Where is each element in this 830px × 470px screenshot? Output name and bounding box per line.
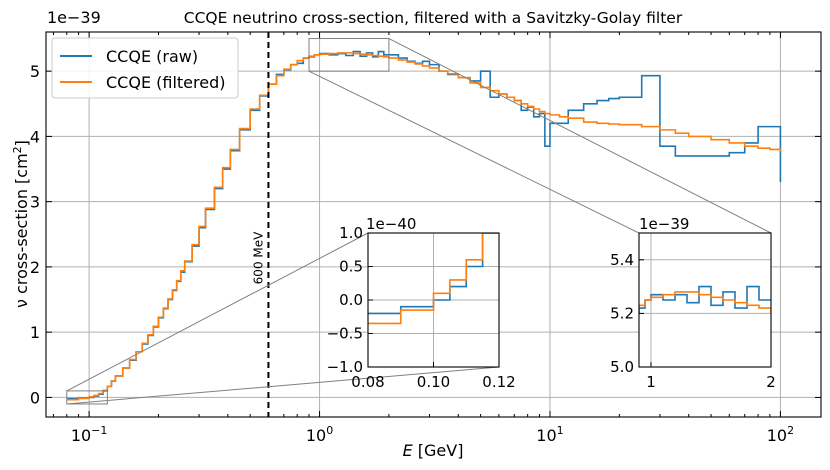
x-tick-label-1: 100 bbox=[306, 424, 333, 445]
low-energy-zoom-x-tick-label-0: 0.08 bbox=[351, 373, 384, 391]
vline-group: 600 MeV bbox=[251, 32, 270, 417]
vline-label: 600 MeV bbox=[251, 231, 265, 284]
low-energy-zoom-y-tick-label-3: 0.5 bbox=[339, 258, 363, 276]
inset-peak-frame bbox=[638, 232, 772, 368]
y-tick-label-0: 0 bbox=[30, 388, 40, 407]
peak-zoom-connector-top bbox=[388, 38, 772, 234]
x-tick-label-2: 101 bbox=[536, 424, 563, 445]
inset-low-energy-offset: 1e−40 bbox=[366, 215, 416, 233]
low-energy-zoom-content bbox=[368, 233, 499, 325]
low-energy-zoom-y-tick-label-0: −1.0 bbox=[327, 358, 363, 376]
x-tick-label-0: 10−1 bbox=[71, 424, 108, 445]
low-energy-zoom-connector-bottom bbox=[66, 366, 500, 405]
peak-zoom-source-box bbox=[308, 38, 390, 72]
low-energy-zoom-y-tick-label-4: 1.0 bbox=[339, 224, 363, 242]
y-tick-label-3: 3 bbox=[30, 193, 40, 212]
y-axis-label: ν cross-section [cm2] bbox=[11, 140, 31, 308]
x-axis-label: E [GeV] bbox=[403, 441, 464, 460]
peak-zoom-y-tick-label-0: 5.0 bbox=[610, 358, 634, 376]
peak-zoom-y-tick-label-2: 5.4 bbox=[610, 251, 634, 269]
inset-peak: 1 2 5.0 5.2 5.4 1e−39 bbox=[610, 215, 776, 391]
y-tick-label-2: 2 bbox=[30, 258, 40, 277]
main-plot-frame bbox=[45, 31, 822, 418]
peak-zoom-series-filtered bbox=[639, 291, 771, 314]
legend-label-filtered: CCQE (filtered) bbox=[106, 73, 225, 92]
inset-low-energy-plot bbox=[368, 233, 499, 325]
legend: CCQE (raw) CCQE (filtered) bbox=[51, 37, 239, 99]
y-tick-label-4: 4 bbox=[30, 127, 40, 146]
legend-label-raw: CCQE (raw) bbox=[106, 47, 198, 66]
inset-peak-plot bbox=[639, 285, 771, 314]
y-tick-label-5: 5 bbox=[30, 62, 40, 81]
y-offset-text: 1e−39 bbox=[47, 8, 101, 27]
y-tick-label-1: 1 bbox=[30, 323, 40, 342]
peak-zoom-y-tick-label-1: 5.2 bbox=[610, 304, 634, 322]
low-energy-zoom-y-tick-label-1: −0.5 bbox=[327, 325, 363, 343]
inset-peak-offset: 1e−39 bbox=[639, 215, 689, 233]
peak-zoom-x-tick-label-0: 1 bbox=[646, 373, 656, 391]
peak-zoom-content bbox=[639, 285, 771, 314]
inset-peak-ticks: 1 2 5.0 5.2 5.4 bbox=[610, 251, 776, 391]
inset-low-energy: 0.08 0.10 0.12 −1.0 −0.5 0.0 0.5 1.0 1e−40 bbox=[327, 215, 516, 391]
low-energy-zoom-source-box bbox=[66, 390, 108, 405]
low-energy-zoom-series-filtered bbox=[368, 233, 484, 325]
low-energy-zoom-x-tick-label-1: 0.10 bbox=[417, 373, 450, 391]
x-tick-label-3: 102 bbox=[767, 424, 794, 445]
series-line-filtered bbox=[66, 52, 782, 401]
main-ticks: 10−1 100 101 102 0 1 2 3 4 5 bbox=[30, 32, 821, 445]
low-energy-zoom-connector-top bbox=[66, 232, 369, 392]
low-energy-zoom-x-tick-label-2: 0.12 bbox=[482, 373, 515, 391]
low-energy-zoom-y-tick-label-2: 0.0 bbox=[339, 291, 363, 309]
peak-zoom-x-tick-label-1: 2 bbox=[766, 373, 776, 391]
legend-box bbox=[51, 37, 239, 99]
zoom-indicators bbox=[66, 38, 772, 405]
peak-zoom-connector-bottom bbox=[308, 70, 640, 234]
inset-low-energy-ticks: 0.08 0.10 0.12 −1.0 −0.5 0.0 0.5 1.0 bbox=[327, 224, 516, 391]
chart-title: CCQE neutrino cross-section, filtered wi… bbox=[184, 9, 683, 27]
